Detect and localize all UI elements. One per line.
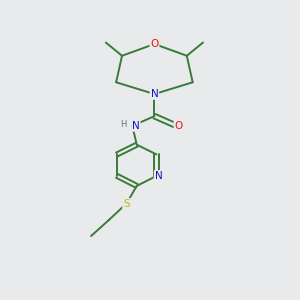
Text: O: O — [174, 121, 183, 131]
Text: S: S — [123, 199, 130, 208]
Text: N: N — [155, 171, 162, 181]
Text: O: O — [150, 39, 158, 49]
Text: N: N — [151, 89, 158, 99]
Text: H: H — [120, 120, 126, 129]
Text: N: N — [132, 121, 140, 131]
